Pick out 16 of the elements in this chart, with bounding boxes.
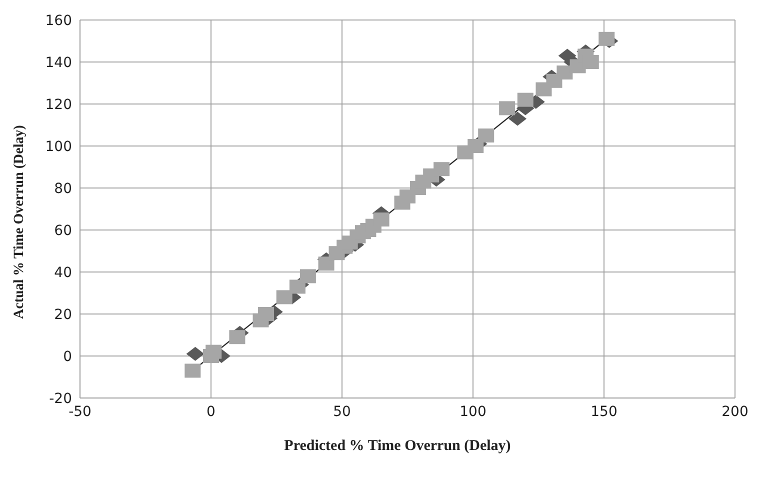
x-tick-label: 200 [722,404,748,420]
y-tick-label: 40 [54,264,72,281]
x-tick-label: 50 [333,404,351,420]
y-tick-label: 140 [45,54,72,71]
y-tick-label: 80 [54,180,72,197]
x-tick-label: 150 [590,404,618,420]
y-tick-label: 100 [45,138,72,155]
y-tick-label: 20 [54,306,72,323]
y-tick-label: 60 [54,222,72,239]
y-tick-label: 160 [45,12,72,29]
y-tick-label: 0 [63,348,72,365]
x-axis-title: Predicted % Time Overrun (Delay) [283,438,512,455]
y-axis-title: Actual % Time Overrun (Delay) [12,124,27,319]
x-tick-label: 0 [206,404,216,420]
x-tick-label: 100 [460,404,486,420]
y-tick-label: 120 [45,96,72,113]
